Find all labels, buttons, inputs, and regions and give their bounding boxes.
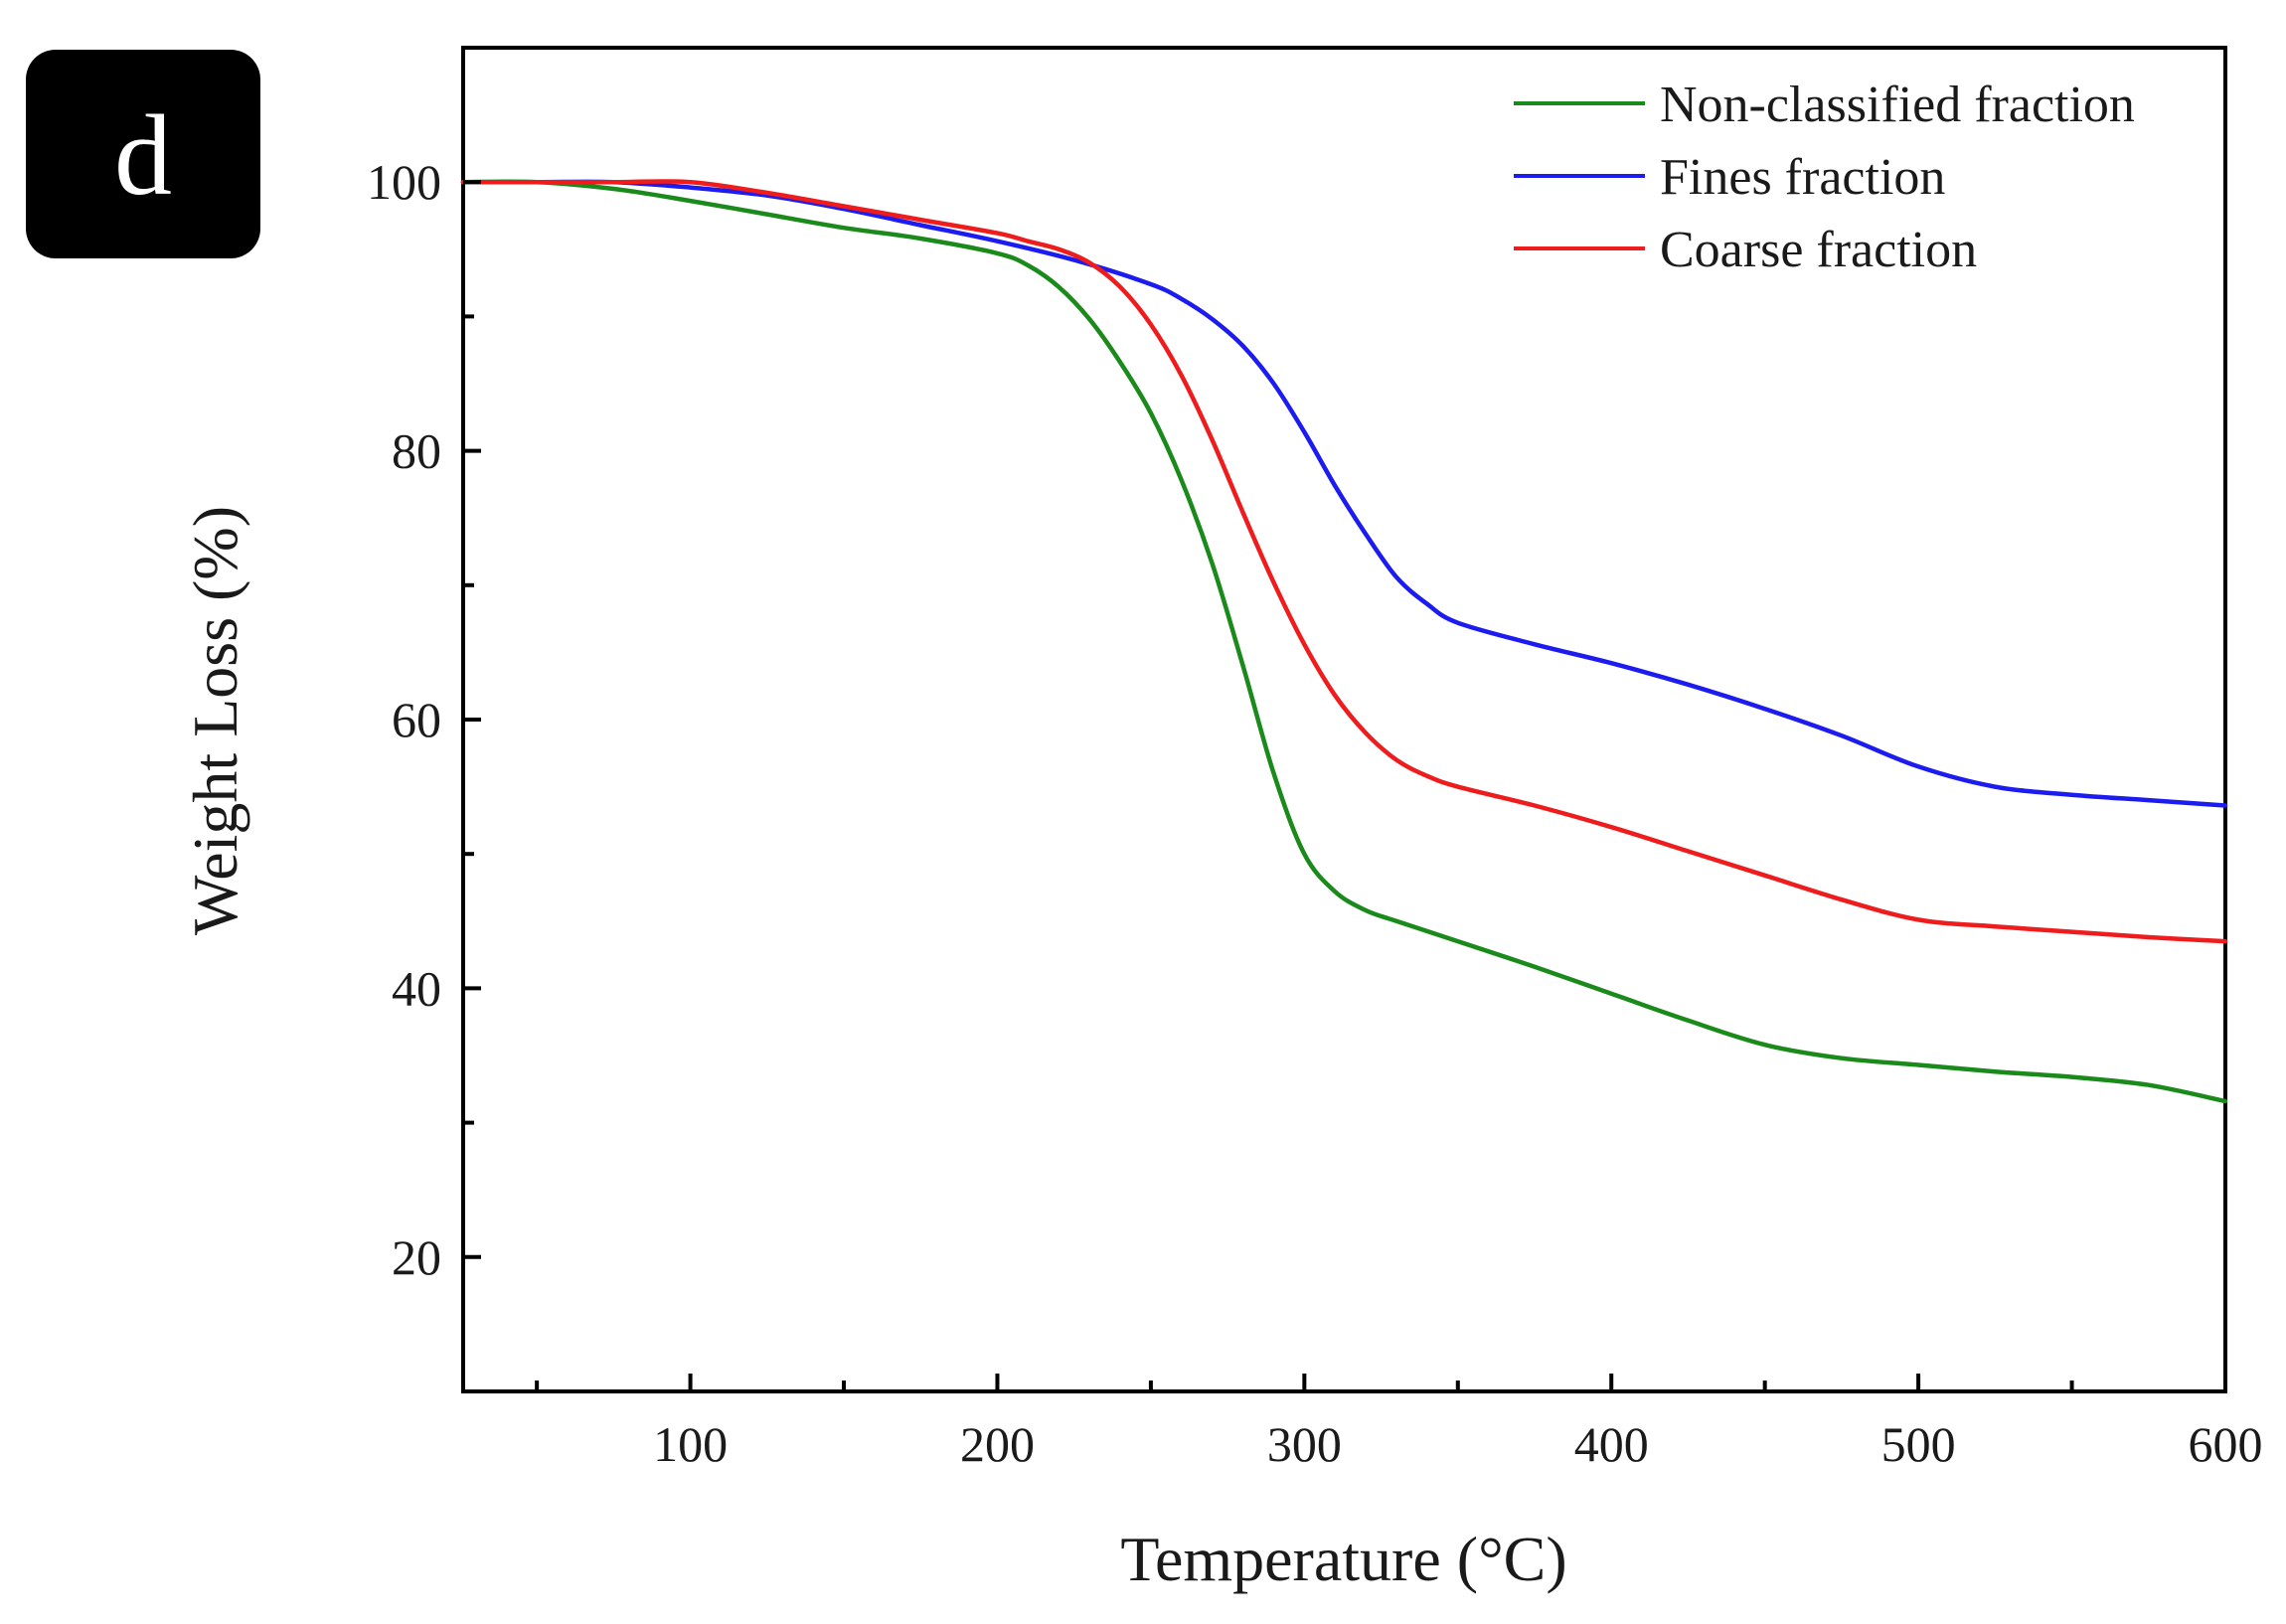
- legend-label-fines: Fines fraction: [1660, 149, 1945, 206]
- series-line-fines: [460, 179, 2228, 808]
- x-tick-label: 400: [1574, 1416, 1649, 1472]
- axes-layer: 100 200 300 400 500 600 20 40 60 80 100: [367, 154, 2263, 1472]
- legend-label-non-classified: Non-classified fraction: [1660, 77, 2135, 133]
- y-tick-label: 80: [392, 423, 441, 479]
- series-layer: [460, 179, 2228, 1104]
- y-tick-label: 100: [367, 154, 441, 210]
- x-tick-label: 300: [1267, 1416, 1342, 1472]
- series-line-coarse: [460, 179, 2228, 944]
- series-line-non-classified: [460, 179, 2228, 1104]
- x-tick-label: 200: [960, 1416, 1035, 1472]
- x-tick-label: 100: [653, 1416, 728, 1472]
- y-tick-label: 20: [392, 1229, 441, 1285]
- x-axis-title: Temperature (°C): [1120, 1524, 1566, 1594]
- panel-label: d: [114, 92, 172, 220]
- y-tick-label: 40: [392, 960, 441, 1016]
- y-axis-title: Weight Loss (%): [180, 506, 250, 935]
- x-tick-label: 500: [1881, 1416, 1956, 1472]
- x-tick-label: 600: [2189, 1416, 2263, 1472]
- y-tick-label: 60: [392, 692, 441, 747]
- panel-label-badge: d: [26, 50, 260, 258]
- legend: Non-classified fraction Fines fraction C…: [1514, 77, 2135, 278]
- legend-label-coarse: Coarse fraction: [1660, 222, 1977, 278]
